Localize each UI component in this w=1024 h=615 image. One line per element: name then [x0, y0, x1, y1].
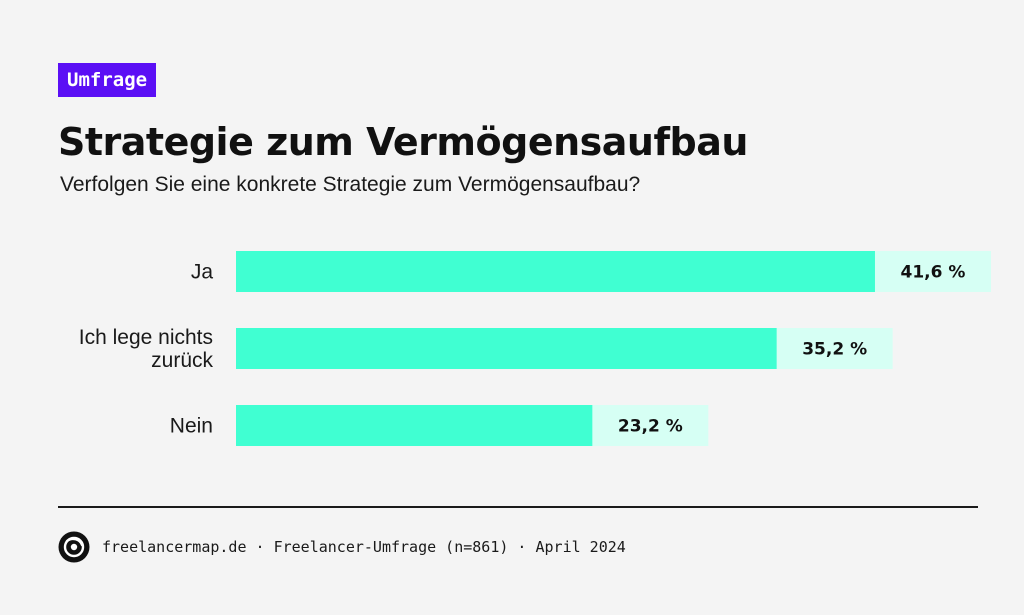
- chart-subtitle: Verfolgen Sie eine konkrete Strategie zu…: [60, 173, 641, 196]
- footer-divider: [58, 506, 978, 508]
- category-label: Ich lege nichts: [79, 326, 213, 349]
- bar-value-background: [874, 251, 991, 292]
- bar: [236, 328, 777, 369]
- bar-value-label: 23,2 %: [618, 417, 683, 437]
- bar-value-background: [592, 405, 709, 446]
- source-note: freelancermap.de · Freelancer-Umfrage (n…: [102, 538, 626, 556]
- freelancermap-logo-icon: [58, 531, 90, 563]
- bar: [236, 251, 875, 292]
- category-label: zurück: [151, 349, 213, 372]
- category-label: Nein: [170, 415, 213, 438]
- chart-title: Strategie zum Vermögensaufbau: [58, 120, 748, 164]
- bar-value-label: 35,2 %: [802, 340, 867, 360]
- bar-value-label: 41,6 %: [901, 263, 966, 283]
- bar-value-background: [776, 328, 893, 369]
- footer: freelancermap.de · Freelancer-Umfrage (n…: [58, 530, 626, 564]
- bar: [236, 405, 593, 446]
- category-label: Ja: [191, 261, 214, 284]
- survey-badge: Umfrage: [58, 63, 157, 97]
